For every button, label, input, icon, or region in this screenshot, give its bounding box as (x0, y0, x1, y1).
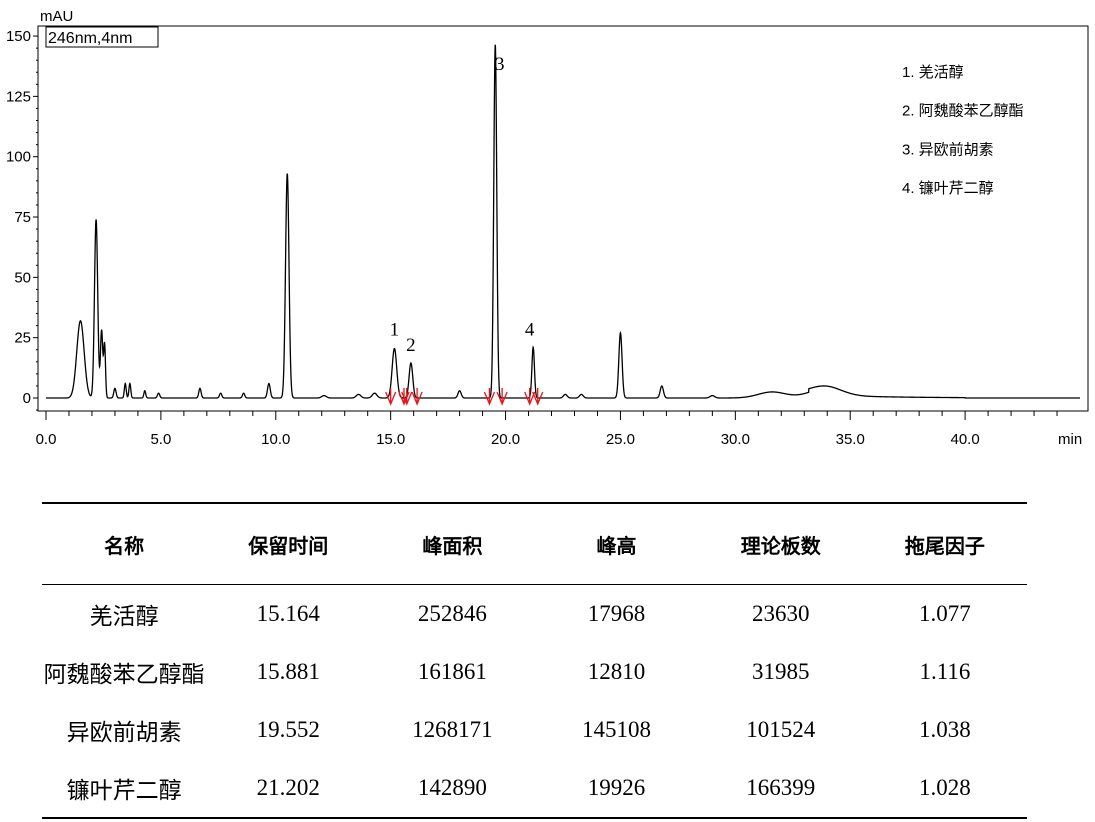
peak-label: 3 (495, 54, 505, 75)
x-tick-label: 20.0 (491, 431, 520, 448)
table-cell: 252846 (417, 601, 487, 626)
chromatogram-trace (46, 44, 1080, 399)
integration-mark (496, 388, 508, 406)
table-header-row: 名称 保留时间 峰面积 峰高 理论板数 拖尾因子 (42, 503, 1027, 585)
table-cell: 15.881 (256, 659, 320, 684)
table-row: 阿魏酸苯乙醇酯 15.881 161861 12810 31985 1.116 (42, 643, 1027, 701)
table-cell: 21.202 (256, 775, 320, 800)
y-tick-label: 50 (14, 269, 31, 286)
table-cell: 17968 (587, 601, 646, 626)
table-cell: 23630 (751, 601, 810, 626)
table-row: 异欧前胡素 19.552 1268171 145108 101524 1.038 (42, 701, 1027, 759)
results-table: 名称 保留时间 峰面积 峰高 理论板数 拖尾因子 羌活醇 15.164 252846 17968… (42, 502, 1027, 819)
table-cell: 1268171 (412, 717, 493, 742)
detector-label-box (45, 26, 159, 48)
table-header-cell: 峰面积 (422, 533, 483, 558)
table-cell: 12810 (587, 659, 646, 684)
table-cell: 1.116 (919, 659, 971, 684)
table-row: 镰叶芹二醇 21.202 142890 19926 166399 1.028 (42, 759, 1027, 818)
table-cell: 19.552 (256, 717, 320, 742)
integration-mark (483, 388, 496, 406)
x-tick-label: 15.0 (376, 431, 405, 448)
x-tick-label: 0.0 (36, 431, 57, 448)
table-row: 羌活醇 15.164 252846 17968 23630 1.077 (42, 585, 1027, 644)
peak-labels: 12 3 4 (390, 54, 535, 356)
table-cell: 161861 (417, 659, 487, 684)
table-cell: 142890 (417, 775, 487, 800)
y-tick-label: 100 (6, 149, 31, 166)
integration-marks (385, 388, 544, 406)
table-cell: 145108 (582, 717, 652, 742)
integration-mark (532, 388, 544, 406)
x-tick-label: 35.0 (836, 431, 865, 448)
table-cell: 101524 (746, 717, 816, 742)
y-axis: 0 25 50 75 100 125 150 (6, 28, 38, 411)
integration-mark (411, 388, 423, 406)
legend-entry: 1. 羌活醇 (902, 64, 964, 81)
table-cell: 1.028 (919, 775, 971, 800)
peak-label: 1 (390, 319, 400, 340)
table-header-cell: 保留时间 (248, 533, 329, 558)
table-cell: 镰叶芹二醇 (66, 778, 182, 803)
peak-label: 2 (406, 335, 416, 356)
plot-frame (37, 25, 1089, 412)
table-cell: 1.038 (919, 717, 971, 742)
y-unit-label: mAU (40, 8, 73, 25)
table-header-cell: 名称 (104, 533, 145, 558)
legend-entry: 4. 镰叶芹二醇 (902, 180, 994, 197)
peak-label: 4 (525, 319, 535, 340)
legend-entry: 3. 异欧前胡素 (902, 141, 994, 158)
legend-entry: 2. 阿魏酸苯乙醇酯 (902, 103, 1024, 120)
detector-label: 246nm,4nm (48, 30, 133, 47)
integration-mark (385, 388, 397, 406)
chromatogram: 0 25 50 75 100 125 150 0.0 5.0 10.0 15.0 20.0 25.0 3… (6, 8, 1089, 448)
integration-mark (401, 388, 413, 406)
x-tick-label: 25.0 (606, 431, 635, 448)
table-cell: 31985 (751, 659, 810, 684)
x-tick-label: 5.0 (150, 431, 171, 448)
table-cell: 15.164 (256, 601, 320, 626)
x-unit-label: min (1058, 431, 1082, 448)
integration-mark (524, 388, 536, 406)
x-tick-label: 10.0 (261, 431, 290, 448)
legend: 1. 羌活醇 2. 阿魏酸苯乙醇酯 3. 异欧前胡素 4. 镰叶芹二醇 (902, 64, 1024, 197)
y-tick-label: 75 (14, 209, 31, 226)
table-header-cell: 拖尾因子 (904, 533, 985, 558)
y-tick-label: 150 (6, 28, 31, 45)
y-tick-label: 125 (6, 88, 31, 105)
table-cell: 166399 (746, 775, 816, 800)
x-tick-label: 40.0 (951, 431, 980, 448)
x-axis: 0.0 5.0 10.0 15.0 20.0 25.0 30.0 35.0 40.0 (36, 411, 1058, 448)
table-cell: 羌活醇 (89, 604, 159, 629)
table-cell: 阿魏酸苯乙醇酯 (43, 662, 205, 687)
table-header-cell: 峰高 (596, 533, 637, 558)
table-cell: 19926 (587, 775, 646, 800)
table-cell: 异欧前胡素 (66, 720, 182, 745)
x-tick-label: 30.0 (721, 431, 750, 448)
y-tick-label: 0 (23, 390, 31, 407)
table-cell: 1.077 (919, 601, 971, 626)
y-tick-label: 25 (14, 330, 31, 347)
table-header-cell: 理论板数 (740, 533, 821, 558)
